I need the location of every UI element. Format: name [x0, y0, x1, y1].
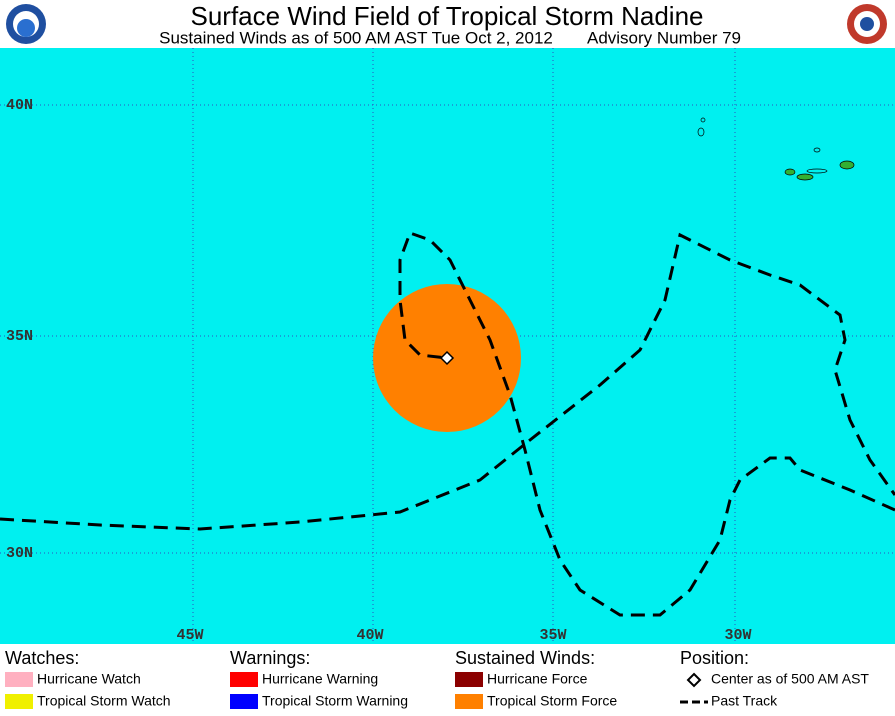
legend-heading: Watches:: [5, 648, 79, 668]
legend-item: Tropical Storm Watch: [37, 693, 171, 709]
legend-heading: Position:: [680, 648, 749, 668]
swatch: [5, 694, 33, 709]
lat-label: 35N: [6, 328, 33, 345]
legend-heading: Sustained Winds:: [455, 648, 595, 668]
subtitle: Sustained Winds as of 500 AM AST Tue Oct…: [159, 28, 553, 47]
lon-label: 45W: [176, 627, 203, 644]
lat-label: 30N: [6, 545, 33, 562]
swatch: [455, 694, 483, 709]
legend-item: Past Track: [711, 693, 778, 709]
center-symbol: [686, 672, 702, 688]
nws-logo: [847, 4, 887, 44]
lat-label: 40N: [6, 97, 33, 114]
swatch: [5, 672, 33, 687]
swatch: [230, 672, 258, 687]
legend-item: Tropical Storm Force: [487, 693, 617, 709]
past-track: [398, 231, 895, 617]
legend-item: Hurricane Warning: [262, 671, 378, 687]
legend-item: Tropical Storm Warning: [262, 693, 408, 709]
legend-item: Hurricane Watch: [37, 671, 141, 687]
storm-center: [439, 350, 455, 366]
title: Surface Wind Field of Tropical Storm Nad…: [191, 1, 704, 31]
swatch: [230, 694, 258, 709]
lon-label: 35W: [539, 627, 566, 644]
past-track: [0, 232, 895, 531]
grid: [0, 48, 895, 644]
legend-item: Center as of 500 AM AST: [711, 671, 869, 687]
legend-item: Hurricane Force: [487, 671, 588, 687]
azores: [697, 117, 855, 181]
legend-heading: Warnings:: [230, 648, 310, 668]
lon-label: 40W: [356, 627, 383, 644]
advisory: Advisory Number 79: [587, 28, 741, 47]
legend: Watches: Hurricane Watch Tropical Storm …: [5, 648, 869, 709]
lon-label: 30W: [724, 627, 751, 644]
noaa-logo: [6, 4, 46, 44]
swatch: [455, 672, 483, 687]
